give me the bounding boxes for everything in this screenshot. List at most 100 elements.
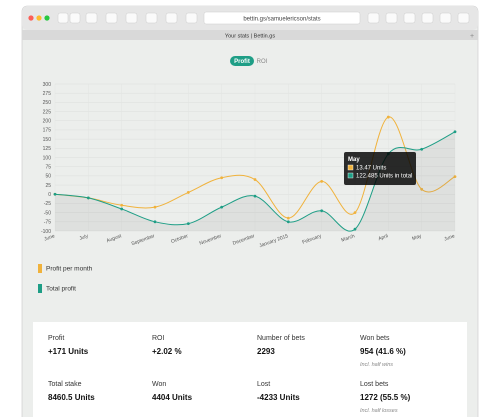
stat-label: Won [152,381,166,388]
point [320,179,324,183]
url: bettin.gs/samuelericson/stats [243,17,320,23]
stats-panel [33,322,467,417]
extension-button[interactable] [105,12,118,24]
close-button[interactable] [28,15,34,21]
point [286,220,290,224]
stat-label: ROI [152,335,165,342]
point [386,115,390,119]
extension-button[interactable] [367,12,380,24]
stat-value: 954 (41.6 %) [360,347,406,356]
stat-value: 2293 [257,347,275,356]
legend-swatch [38,284,42,293]
stat-label: Won bets [360,335,390,342]
area [55,131,455,232]
y-tick-label: 0 [48,192,51,198]
extension-button[interactable] [403,12,416,24]
extension-button[interactable] [421,12,434,24]
x-tick-label: August [106,233,123,244]
point [53,192,57,196]
back-button[interactable] [57,12,69,24]
point [253,178,257,181]
y-tick-label: -50 [44,210,51,216]
share-button[interactable] [185,12,198,24]
legend-label: Profit per month [46,266,93,273]
point [420,147,424,151]
new-tab-button[interactable]: + [470,33,474,40]
tooltip-swatch [347,164,354,171]
point [186,191,190,194]
tooltip [344,152,416,185]
y-tick-label: 200 [43,119,52,125]
point [253,194,257,198]
y-tick-label: -75 [44,220,51,226]
address-bar[interactable] [203,11,361,25]
menu-button[interactable] [165,12,178,24]
y-tick-label: -100 [41,229,51,235]
extension-button[interactable] [145,12,158,24]
point [453,130,457,134]
share-button[interactable] [439,12,452,24]
stat-value: +2.02 % [152,347,182,356]
toggle-inactive-label[interactable]: ROI [257,59,268,65]
tabs-button[interactable] [457,12,470,24]
tooltip-line: 122.485 Units in total [356,174,412,180]
point [153,220,157,224]
stat-label: Profit [48,335,64,342]
extension-button[interactable] [385,12,398,24]
point [286,216,290,220]
y-tick-label: 100 [43,155,52,161]
y-tick-label: 275 [43,91,52,97]
y-tick-label: 225 [43,109,52,115]
stat-note: Incl. half wins [360,362,393,368]
tooltip-line: 13.47 Units [356,166,386,172]
point [420,187,424,191]
point [353,227,357,231]
point [120,203,124,207]
forward-button[interactable] [69,12,81,24]
tooltip-title: May [348,157,360,163]
y-tick-label: 175 [43,128,52,134]
y-tick-label: 250 [43,100,52,106]
point [120,207,124,211]
stat-label: Total stake [48,381,82,388]
y-tick-label: 125 [43,146,52,152]
x-tick-label: March [341,233,356,243]
stat-value: 4404 Units [152,393,193,402]
point [220,176,224,180]
point [186,222,190,226]
point [353,211,357,215]
stat-label: Lost bets [360,381,389,388]
stat-value: +171 Units [48,347,89,356]
point [320,209,324,213]
x-tick-label: May [411,233,422,242]
stat-label: Lost [257,381,270,388]
toggle-active[interactable] [230,56,254,66]
extension-button[interactable] [125,12,138,24]
x-tick-label: October [170,233,189,245]
legend-label: Total profit [46,286,76,293]
tab-title[interactable]: Your stats | Bettin.gs [225,34,275,40]
point [220,205,224,209]
sidebar-button[interactable] [85,12,98,24]
legend-swatch [38,264,42,273]
y-tick-label: 25 [45,183,51,189]
x-tick-label: April [378,233,389,242]
point [453,175,457,179]
minimize-button[interactable] [36,15,42,21]
y-tick-label: 75 [45,164,51,170]
tab-bar [22,30,478,40]
stat-value: 1272 (55.5 %) [360,393,411,402]
zoom-button[interactable] [44,15,50,21]
point [86,196,90,200]
y-tick-label: -25 [44,201,51,207]
toggle-active-label[interactable]: Profit [234,59,250,65]
stat-value: -4233 Units [257,393,300,402]
x-tick-label: June [443,233,455,242]
x-tick-label: June [43,233,55,242]
y-tick-label: 150 [43,137,52,143]
y-tick-label: 300 [43,82,52,88]
x-tick-label: July [79,233,90,242]
tooltip-swatch [347,172,354,179]
